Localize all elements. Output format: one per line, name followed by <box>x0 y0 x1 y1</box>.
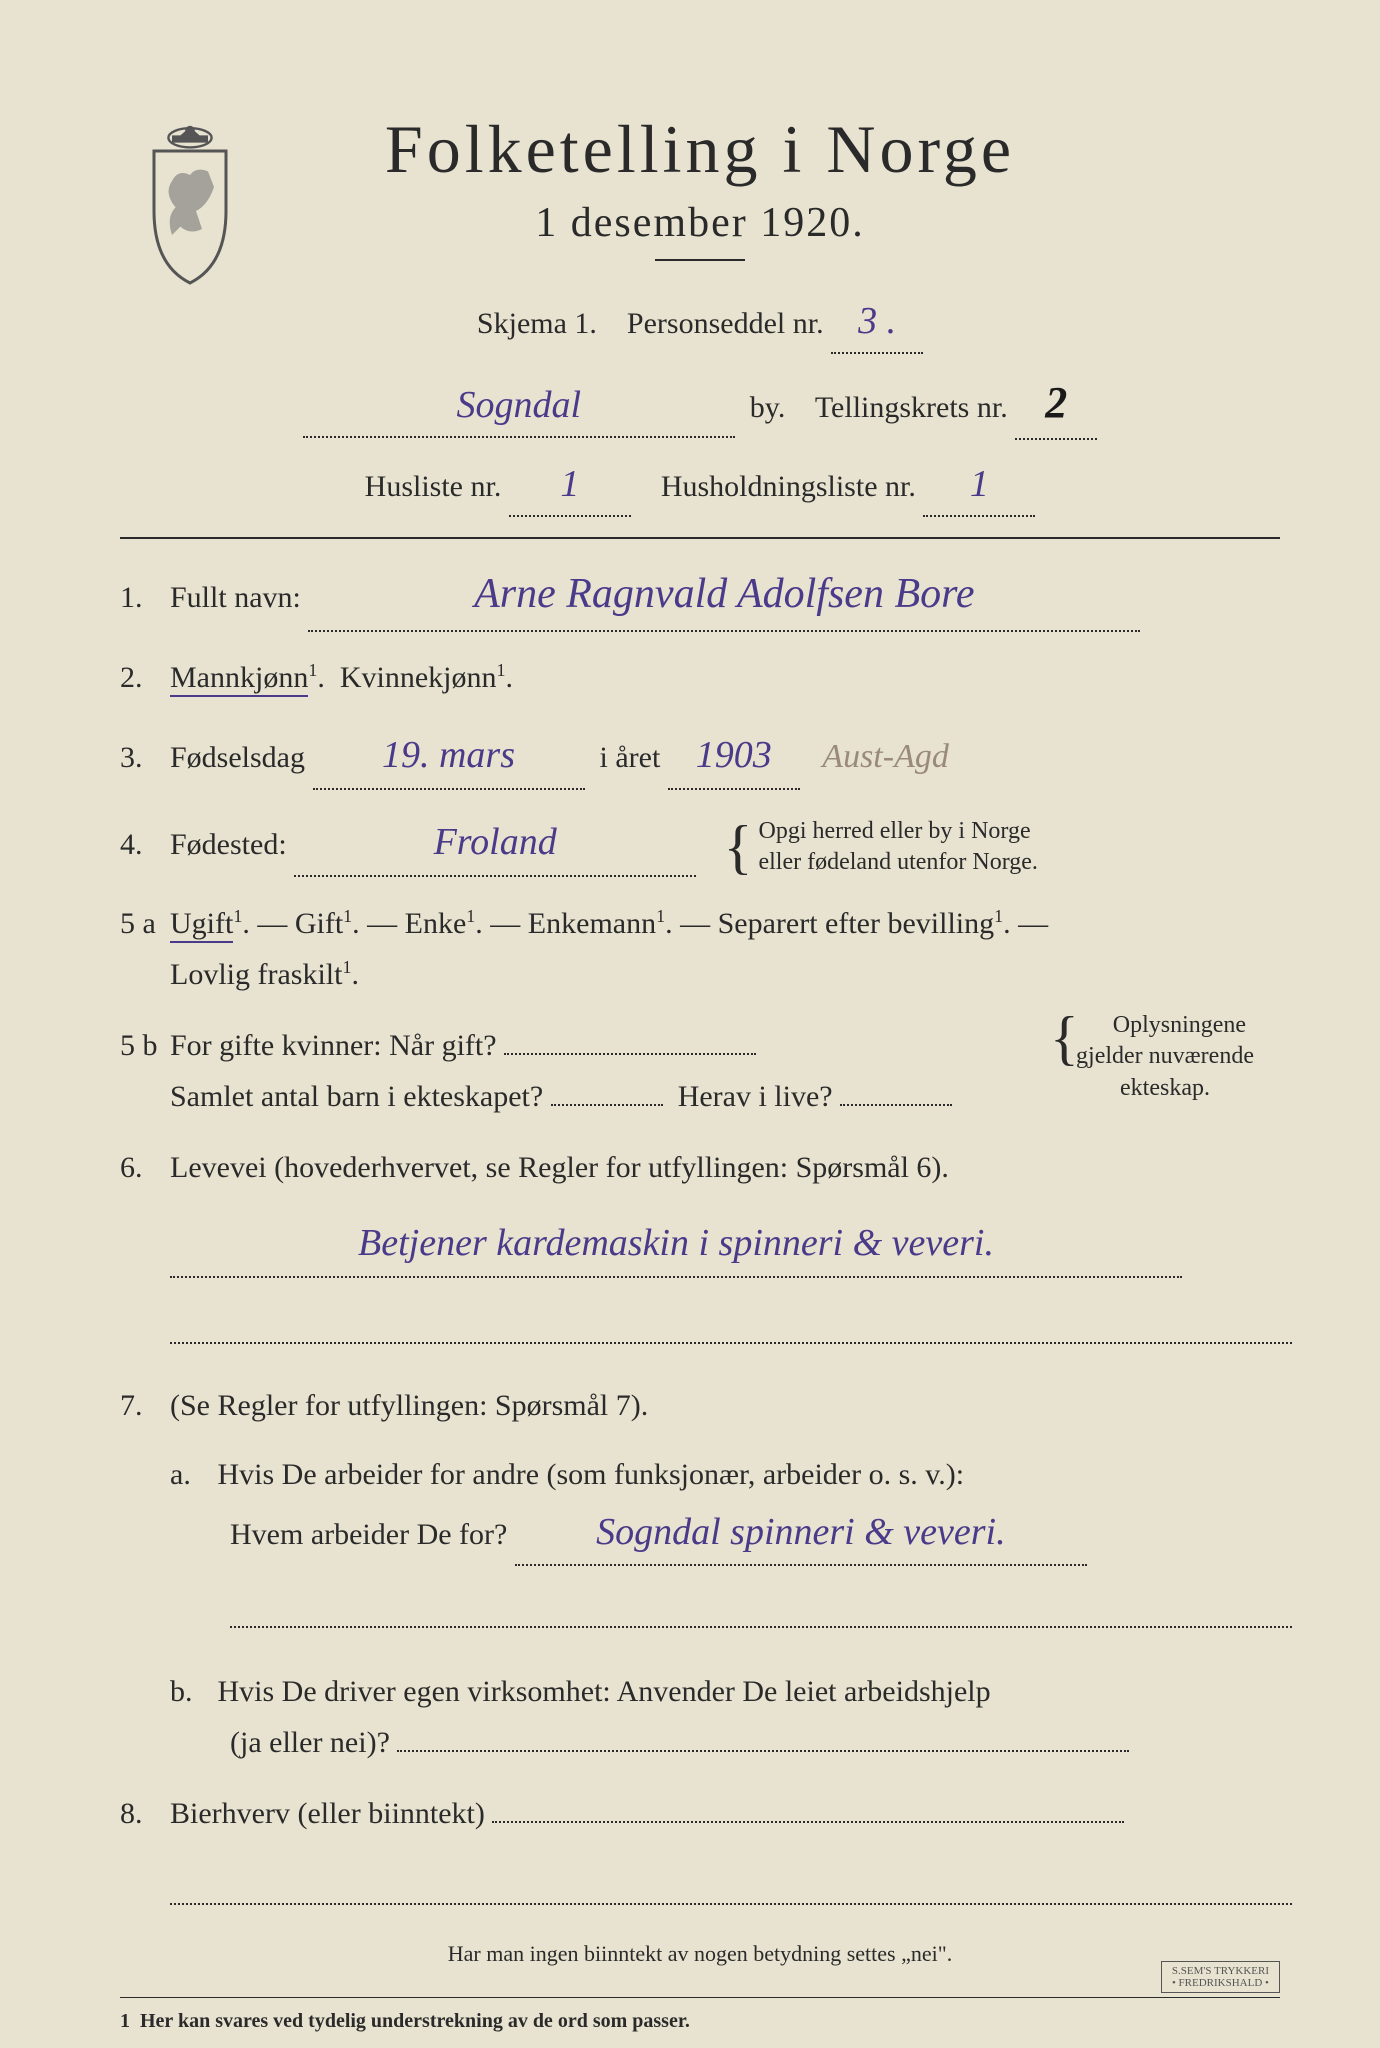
coat-of-arms-icon <box>130 120 250 290</box>
q6-value: Betjener kardemaskin i spinneri & veveri… <box>170 1211 1182 1278</box>
census-form-page: Folketelling i Norge 1 desember 1920. Sk… <box>0 0 1380 2048</box>
husliste-value: 1 <box>509 454 631 517</box>
q5b-v2 <box>551 1104 663 1106</box>
q5a-fraskilt: Lovlig fraskilt <box>170 958 342 991</box>
q4-value: Froland <box>294 810 696 877</box>
q7-label: (Se Regler for utfyllingen: Spørsmål 7). <box>170 1389 648 1422</box>
q8-label: Bierhverv (eller biinntekt) <box>170 1797 485 1830</box>
header: Folketelling i Norge 1 desember 1920. <box>120 110 1280 261</box>
by-value: Sogndal <box>303 375 735 438</box>
main-title: Folketelling i Norge <box>120 110 1280 189</box>
q8-num: 8. <box>120 1797 170 1831</box>
q5b-note: { Oplysningene gjelder nuværende ekteska… <box>1050 1010 1280 1104</box>
q7b-text2: (ja eller nei)? <box>230 1726 390 1759</box>
q4-note-l2: eller fødeland utenfor Norge. <box>758 849 1037 875</box>
stamp-l1: S.SEM'S TRYKKERI <box>1172 1965 1269 1977</box>
q1-label: Fullt navn: <box>170 581 301 614</box>
q7b-value <box>397 1750 1129 1752</box>
footer-note2: 1 Her kan svares ved tydelig understrekn… <box>120 2010 1280 2033</box>
q1-num: 1. <box>120 581 170 615</box>
q7a-blank <box>230 1586 1292 1628</box>
q6-row: 6. Levevei (hovederhvervet, se Regler fo… <box>120 1142 1280 1360</box>
q5a-num: 5 a <box>120 907 170 941</box>
q7a-label: a. <box>170 1449 210 1500</box>
q6-num: 6. <box>120 1151 170 1185</box>
q5a-row: 5 a Ugift1. — Gift1. — Enke1. — Enkemann… <box>120 898 1280 1000</box>
q1-row: 1. Fullt navn: Arne Ragnvald Adolfsen Bo… <box>120 559 1280 632</box>
q5b-label1: For gifte kvinner: Når gift? <box>170 1029 497 1062</box>
q2-mann: Mannkjønn <box>170 661 308 697</box>
footnote-text: Her kan svares ved tydelig understreknin… <box>140 2010 690 2032</box>
q5b-v3 <box>840 1104 952 1106</box>
q2-kvinne: Kvinnekjønn <box>340 661 497 694</box>
husholdning-value: 1 <box>923 454 1035 517</box>
q3-label: Fødselsdag <box>170 741 305 774</box>
by-label: by. <box>750 391 786 424</box>
q7a-value: Sogndal spinneri & veveri. <box>515 1500 1087 1567</box>
q1-value: Arne Ragnvald Adolfsen Bore <box>308 559 1140 632</box>
q8-row: 8. Bierhverv (eller biinntekt) <box>120 1788 1280 1921</box>
q5a-enkemann: Enkemann <box>528 907 656 940</box>
q4-note: { Opgi herred eller by i Norge eller fød… <box>724 816 1038 878</box>
q5b-note-l2: gjelder nuværende <box>1076 1043 1254 1069</box>
q3-num: 3. <box>120 741 170 775</box>
personseddel-label: Personseddel nr. <box>627 307 824 340</box>
tellingskrets-value: 2 <box>1015 368 1097 440</box>
q7a-text1: Hvis De arbeider for andre (som funksjon… <box>218 1458 965 1491</box>
q5b-num: 5 b <box>120 1029 170 1063</box>
q7a-text2: Hvem arbeider De for? <box>230 1518 507 1551</box>
stamp-l2: • FREDRIKSHALD • <box>1172 1977 1269 1989</box>
q6-label: Levevei (hovederhvervet, se Regler for u… <box>170 1151 949 1184</box>
q4-num: 4. <box>120 828 170 862</box>
q7b-text1: Hvis De driver egen virksomhet: Anvender… <box>218 1675 991 1708</box>
q8-blank <box>170 1863 1292 1905</box>
q5a-gift: Gift <box>295 907 343 940</box>
meta-line-2: Sogndal by. Tellingskrets nr. 2 <box>120 368 1280 440</box>
subtitle: 1 desember 1920. <box>120 199 1280 247</box>
q3-pencil-note: Aust-Agd <box>822 738 949 775</box>
footnote-rule <box>120 1997 1280 1998</box>
q6-blank <box>170 1302 1292 1344</box>
q5b-note-l3: ekteskap. <box>1120 1075 1210 1101</box>
title-rule <box>655 259 745 261</box>
q4-row: 4. Fødested: Froland { Opgi herred eller… <box>120 810 1280 878</box>
husholdning-label: Husholdningsliste nr. <box>661 470 916 503</box>
personseddel-value: 3 . <box>831 291 923 354</box>
q5b-v1 <box>504 1053 756 1055</box>
q3-daymonth: 19. mars <box>313 723 585 790</box>
q2-num: 2. <box>120 661 170 695</box>
meta-line-3: Husliste nr. 1 Husholdningsliste nr. 1 <box>120 454 1280 517</box>
tellingskrets-label: Tellingskrets nr. <box>815 391 1008 424</box>
q7b-label: b. <box>170 1666 210 1717</box>
q5b-label2: Samlet antal barn i ekteskapet? <box>170 1080 543 1113</box>
skjema-label: Skjema 1. <box>477 307 597 340</box>
q7-row: 7. (Se Regler for utfyllingen: Spørsmål … <box>120 1380 1280 1769</box>
divider-1 <box>120 537 1280 539</box>
q2-row: 2. Mannkjønn1. Kvinnekjønn1. <box>120 652 1280 703</box>
q3-row: 3. Fødselsdag 19. mars i året 1903 Aust-… <box>120 723 1280 790</box>
q5b-row: 5 b { Oplysningene gjelder nuværende ekt… <box>120 1020 1280 1122</box>
q4-note-l1: Opgi herred eller by i Norge <box>758 818 1030 844</box>
q8-value <box>492 1821 1124 1823</box>
q3-year-label: i året <box>600 741 661 774</box>
q5b-note-l1: Oplysningene <box>1113 1012 1246 1038</box>
q3-year: 1903 <box>668 723 800 790</box>
footnote-num: 1 <box>120 2010 130 2032</box>
q5b-label3: Herav i live? <box>678 1080 833 1113</box>
q5a-ugift: Ugift <box>170 907 233 943</box>
q4-label: Fødested: <box>170 828 287 861</box>
q5a-separert: Separert efter bevilling <box>718 907 995 940</box>
footer-note1: Har man ingen biinntekt av nogen betydni… <box>120 1941 1280 1967</box>
husliste-label: Husliste nr. <box>365 470 502 503</box>
meta-line-1: Skjema 1. Personseddel nr. 3 . <box>120 291 1280 354</box>
q5a-enke: Enke <box>405 907 467 940</box>
printer-stamp: S.SEM'S TRYKKERI • FREDRIKSHALD • <box>1161 1961 1280 1993</box>
q7-num: 7. <box>120 1389 170 1423</box>
